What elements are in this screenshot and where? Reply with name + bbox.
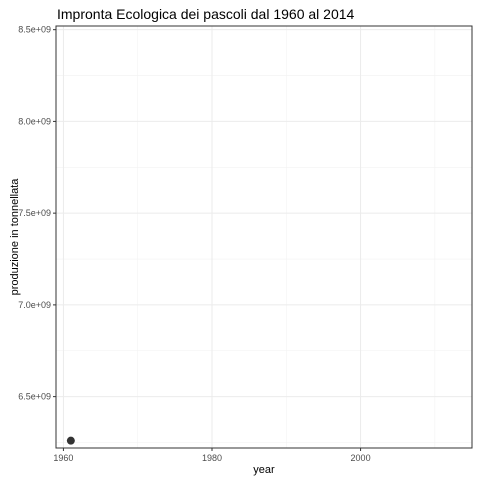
plot-panel <box>55 25 473 449</box>
chart-title: Impronta Ecologica dei pascoli dal 1960 … <box>57 6 355 22</box>
y-axis-title: produzione in tonnellata <box>9 178 21 296</box>
data-point <box>66 436 75 445</box>
data-points <box>66 436 75 445</box>
x-tick-label: 2000 <box>351 453 371 463</box>
y-tick-label: 8.0e+09 <box>18 116 51 126</box>
x-tick-label: 1960 <box>53 453 73 463</box>
x-axis: 1960 1980 2000 <box>53 448 371 463</box>
y-tick-label: 6.5e+09 <box>18 392 51 402</box>
y-tick-label: 7.0e+09 <box>18 300 51 310</box>
grid <box>56 26 472 448</box>
y-tick-label: 8.5e+09 <box>18 25 51 35</box>
x-axis-title: year <box>253 464 275 476</box>
y-axis: 6.5e+09 7.0e+09 7.5e+09 8.0e+09 8.5e+09 <box>18 25 56 402</box>
x-tick-label: 1980 <box>202 453 222 463</box>
y-tick-label: 7.5e+09 <box>18 208 51 218</box>
